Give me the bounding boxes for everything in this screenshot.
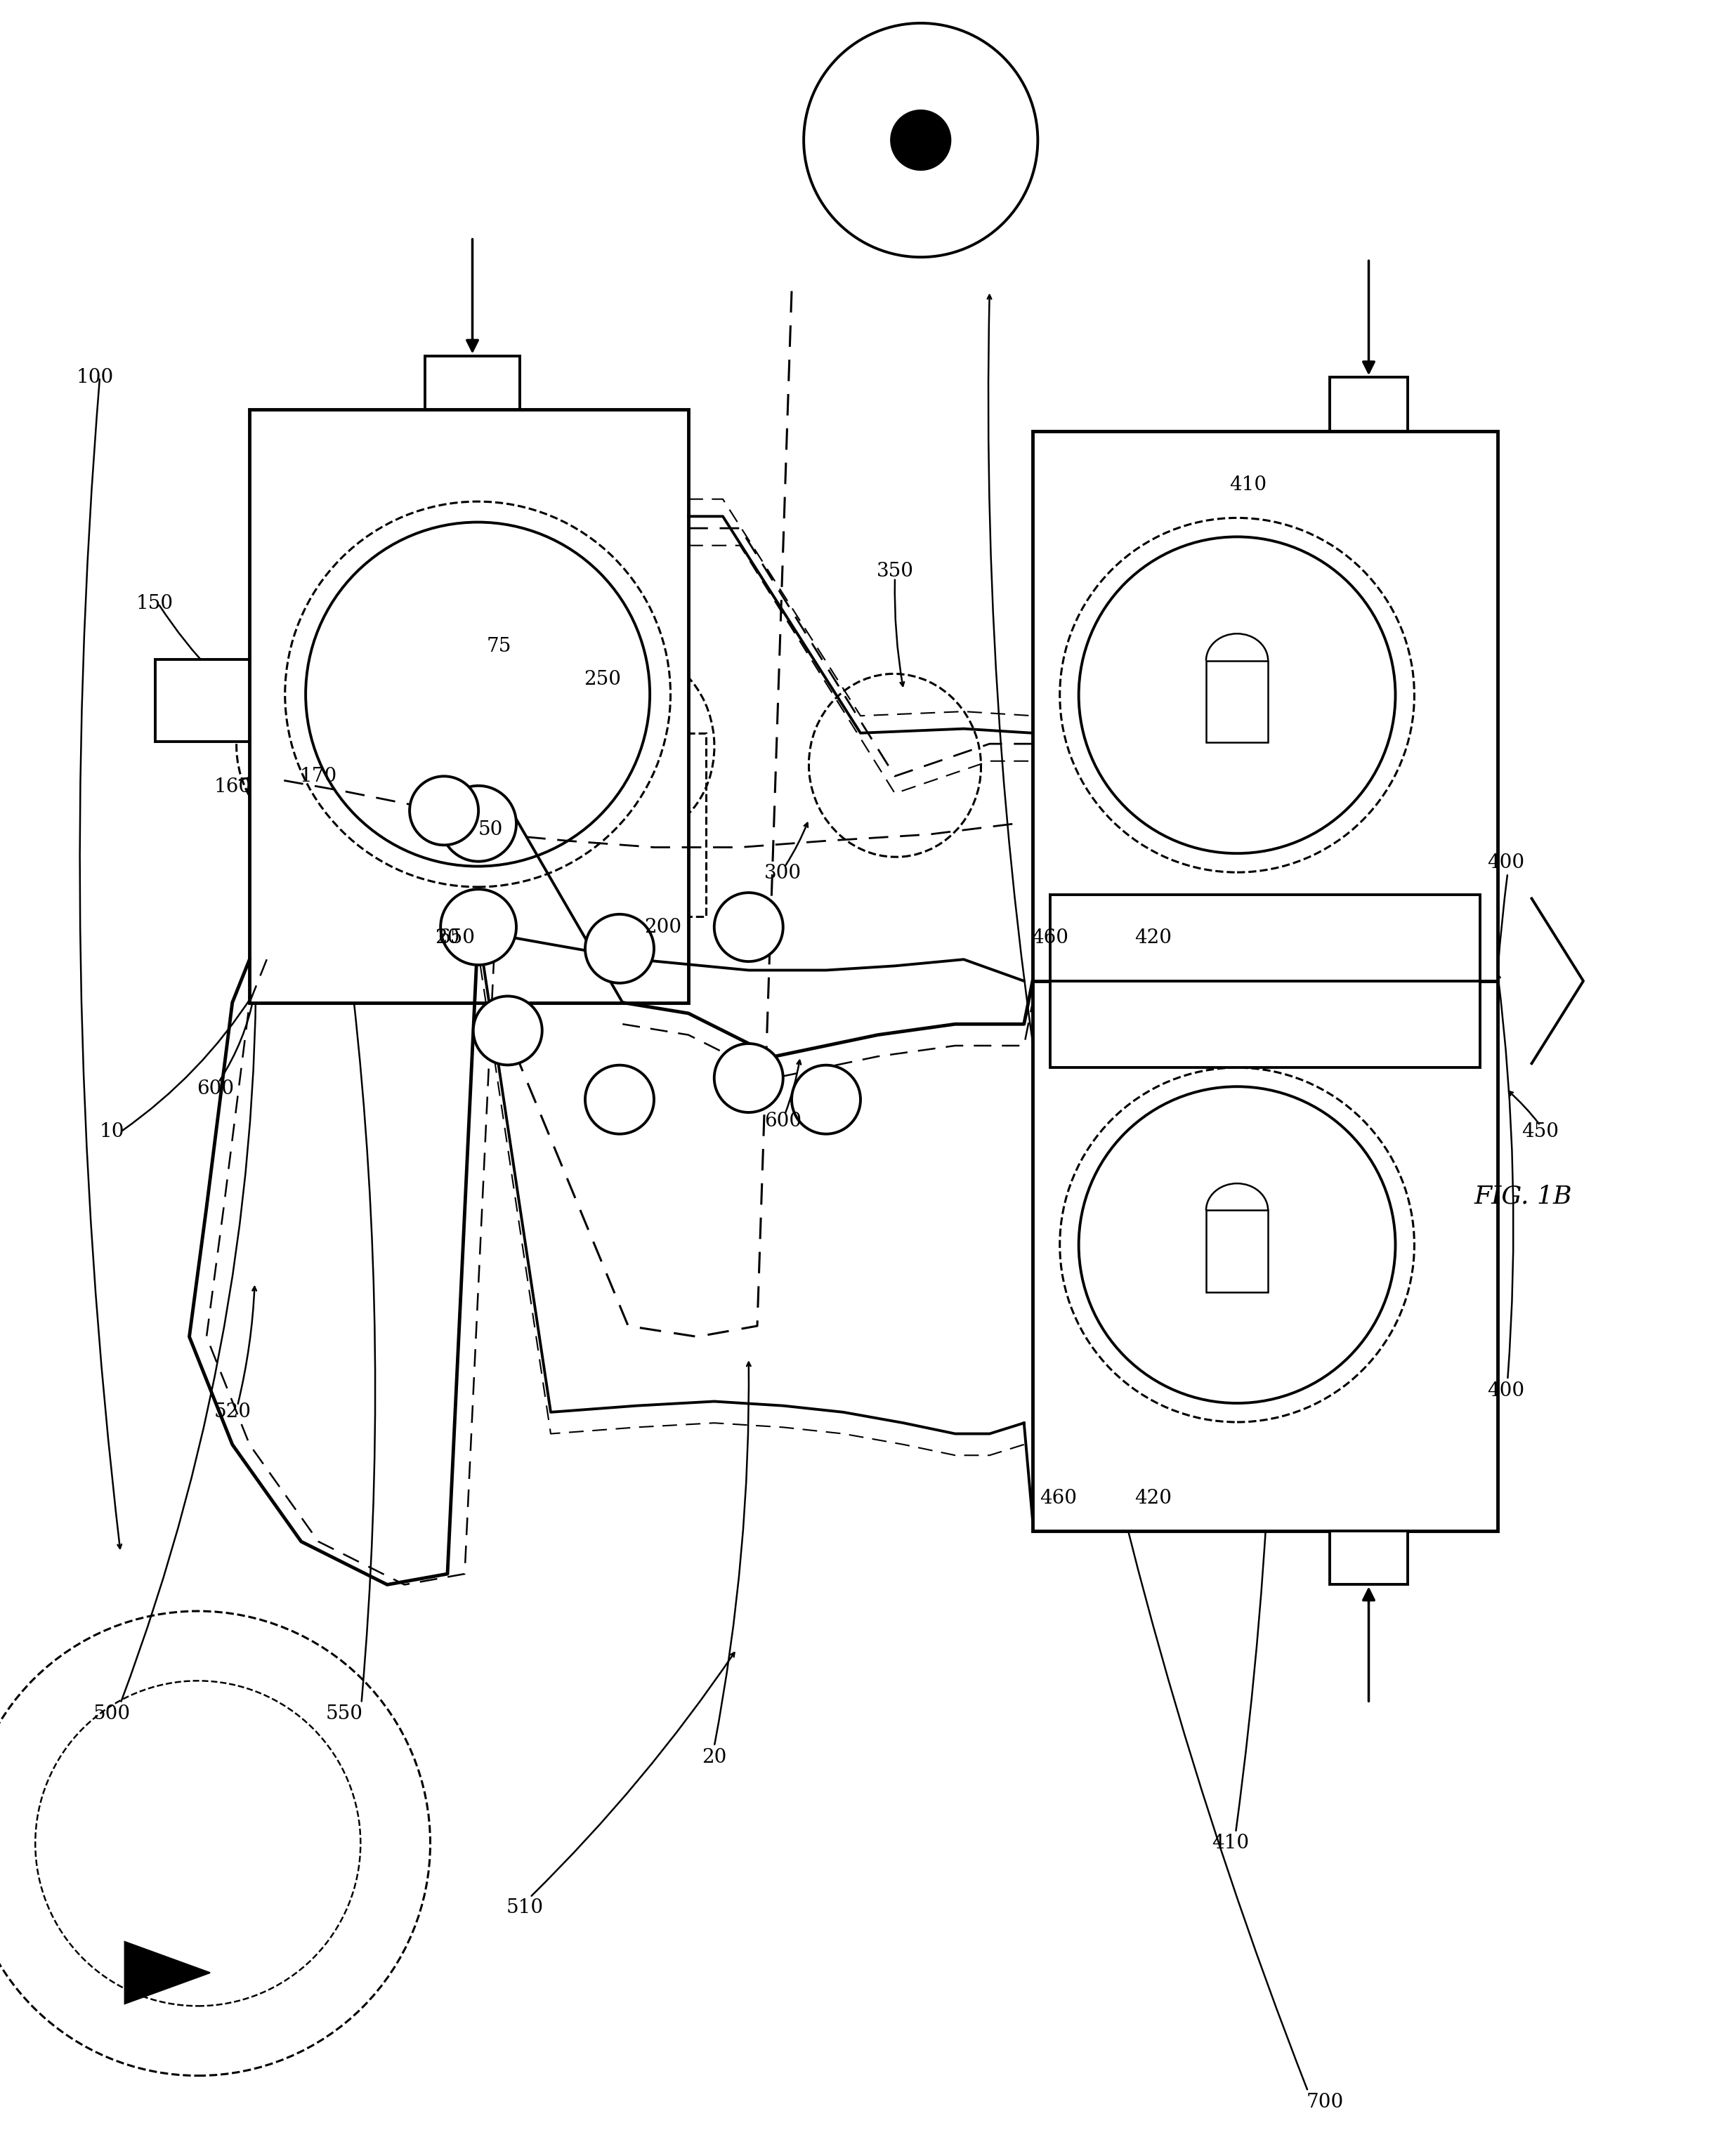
- Text: 400: 400: [1487, 1382, 1525, 1399]
- Text: 170: 170: [299, 768, 337, 785]
- Bar: [1033, 431, 1497, 981]
- Text: 75: 75: [487, 638, 511, 655]
- Text: 600: 600: [764, 1112, 802, 1130]
- Text: 150: 150: [136, 595, 174, 612]
- Text: 410: 410: [1229, 476, 1267, 494]
- Text: 400: 400: [1487, 854, 1525, 871]
- Circle shape: [441, 785, 516, 862]
- Circle shape: [714, 1044, 783, 1112]
- Text: 420: 420: [1134, 929, 1172, 946]
- Circle shape: [585, 1065, 654, 1134]
- Text: 410: 410: [1212, 1835, 1249, 1852]
- Text: 600: 600: [196, 1080, 234, 1097]
- Text: 20: 20: [435, 929, 460, 946]
- Bar: [1206, 1210, 1268, 1291]
- Circle shape: [441, 888, 516, 966]
- Bar: [1330, 377, 1408, 431]
- Polygon shape: [126, 1943, 210, 2003]
- Circle shape: [804, 24, 1038, 257]
- Bar: [155, 660, 250, 742]
- Text: 700: 700: [1306, 2093, 1344, 2111]
- Circle shape: [792, 1065, 860, 1134]
- Text: 500: 500: [93, 1705, 131, 1723]
- Circle shape: [585, 914, 654, 983]
- Text: 200: 200: [644, 918, 682, 936]
- Circle shape: [1079, 537, 1396, 854]
- Bar: [1050, 895, 1480, 981]
- Text: 460: 460: [1031, 929, 1069, 946]
- Circle shape: [410, 776, 478, 845]
- Bar: [1050, 981, 1480, 1067]
- Circle shape: [1079, 1087, 1396, 1404]
- Text: 350: 350: [876, 563, 914, 580]
- Text: 160: 160: [213, 778, 251, 796]
- Text: 300: 300: [764, 865, 802, 882]
- Text: 450: 450: [1521, 1123, 1559, 1141]
- Text: FIG. 1B: FIG. 1B: [1475, 1184, 1571, 1210]
- Text: 550: 550: [325, 1705, 363, 1723]
- Text: 510: 510: [506, 1899, 544, 1917]
- Circle shape: [714, 893, 783, 962]
- Text: 10: 10: [100, 1123, 124, 1141]
- Text: 420: 420: [1134, 1490, 1172, 1507]
- Bar: [1206, 660, 1268, 742]
- Text: 520: 520: [213, 1404, 251, 1421]
- Circle shape: [306, 522, 651, 867]
- Text: 100: 100: [76, 369, 114, 386]
- Text: 50: 50: [478, 821, 503, 839]
- Text: 20: 20: [702, 1749, 726, 1766]
- Circle shape: [891, 110, 950, 170]
- Text: 250: 250: [583, 671, 621, 688]
- Bar: [1330, 1531, 1408, 1585]
- Bar: [250, 410, 688, 1003]
- Circle shape: [473, 996, 542, 1065]
- Text: 460: 460: [1039, 1490, 1077, 1507]
- Bar: [559, 733, 706, 916]
- Text: 650: 650: [437, 929, 475, 946]
- Bar: [425, 356, 520, 410]
- Bar: [1033, 981, 1497, 1531]
